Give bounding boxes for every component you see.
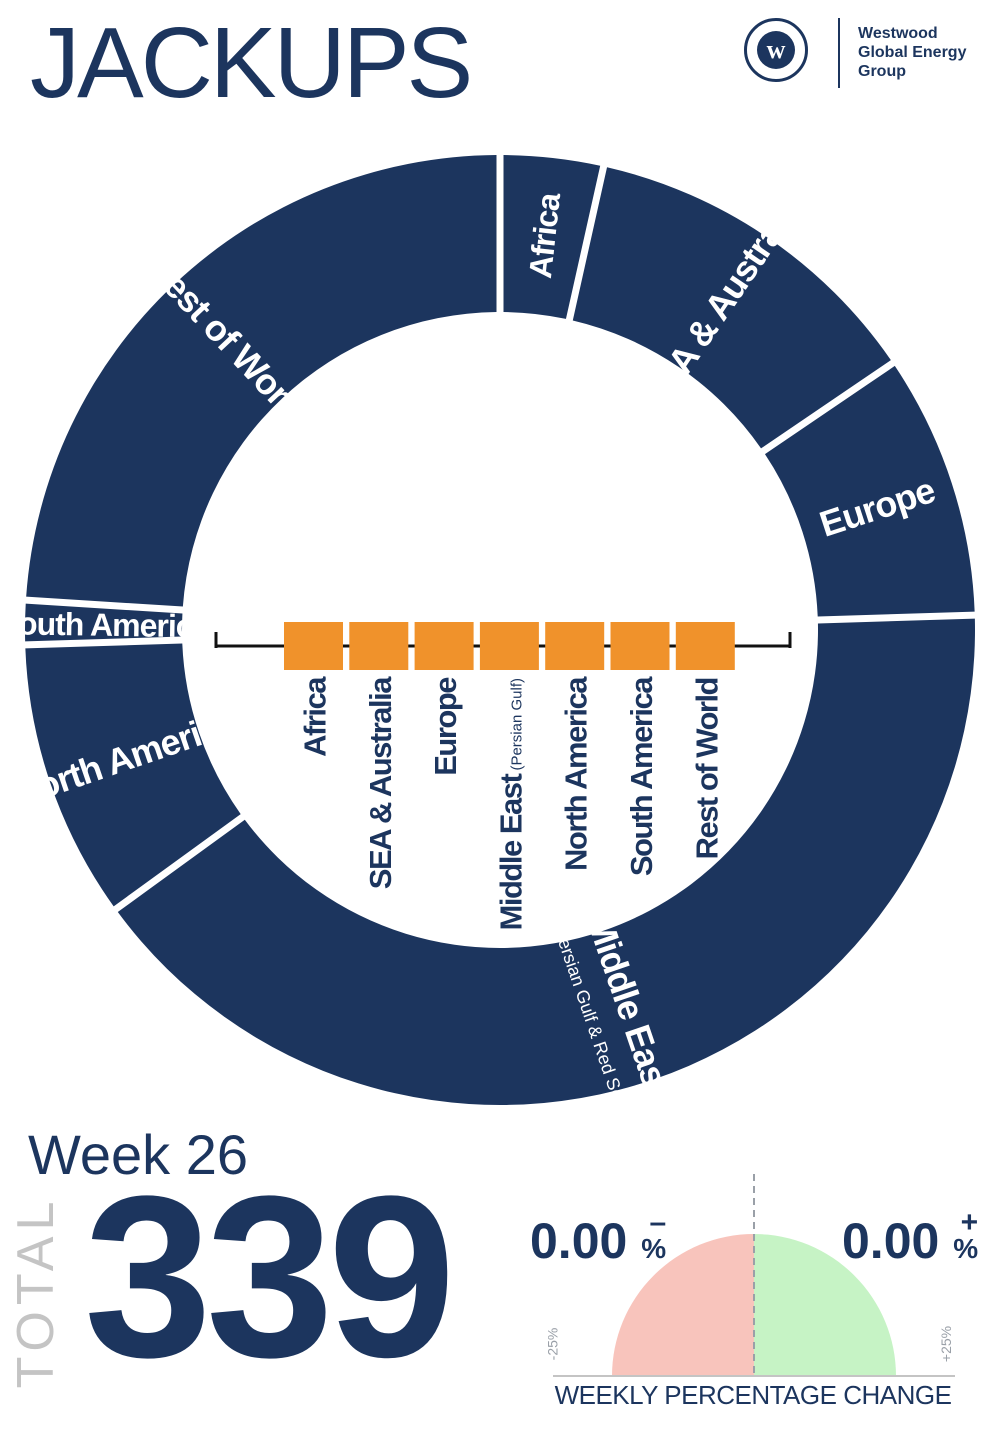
negative-change-readout: 0.00 – % (530, 1206, 666, 1270)
brand-divider (838, 18, 840, 88)
negative-change-value: 0.00 (530, 1213, 628, 1269)
legend-swatch (479, 622, 539, 670)
total-value: 339 (84, 1148, 456, 1405)
legend-item-label: Rest of World (689, 678, 724, 859)
logo-letter: w (757, 31, 795, 69)
legend-swatch (545, 622, 605, 670)
gauge-caption: WEEKLY PERCENTAGE CHANGE (554, 1380, 952, 1410)
legend-item-label: Europe (428, 677, 463, 776)
svg-text:SEA & Australia: SEA & Australia (363, 676, 398, 889)
svg-text:Europe: Europe (428, 677, 463, 776)
slice-south-america (25, 603, 183, 642)
svg-text:South America: South America (624, 676, 659, 876)
slice-rest-of-world (26, 155, 497, 607)
svg-text:Rest of World: Rest of World (689, 678, 724, 859)
legend-swatch (610, 622, 670, 670)
brand-name: Westwood Global Energy Group (858, 25, 967, 80)
positive-change-readout: 0.00 + % (842, 1206, 979, 1270)
legend-item-label: Africa (298, 676, 333, 757)
svg-text:South America: South America (0, 605, 211, 644)
plus-sign: + (960, 1206, 979, 1239)
legend-item-label: South America (624, 676, 659, 876)
legend-item-label: North America (559, 676, 594, 871)
total-label: TOTAL (7, 1195, 65, 1389)
positive-change-value: 0.00 (842, 1213, 940, 1269)
legend-swatch (284, 622, 343, 670)
gauge-min-label: -25% (544, 1327, 561, 1361)
legend-swatch (675, 622, 735, 670)
slice-middle-east (117, 618, 976, 1105)
brand-logo-block: w Westwood Global Energy Group (744, 18, 984, 90)
slice-africa (503, 155, 601, 319)
svg-text:Middle East (Persian Gulf): Middle East (Persian Gulf) (493, 678, 528, 930)
page-title: JACKUPS (30, 7, 473, 119)
legend-swatch (414, 622, 474, 670)
minus-sign: – (649, 1206, 667, 1239)
legend-item-label: Middle East (Persian Gulf) (493, 678, 528, 930)
week-label: Week 26 (28, 1123, 248, 1186)
westwood-logo-icon: w (744, 18, 808, 82)
slice-label-south-america: South America (0, 605, 211, 644)
slice-europe (764, 365, 975, 617)
svg-text:Africa: Africa (298, 676, 333, 757)
svg-text:North America: North America (559, 676, 594, 871)
slice-north-america (25, 643, 241, 907)
gauge-max-label: +25% (938, 1325, 955, 1363)
legend-item-label: SEA & Australia (363, 676, 398, 889)
percent-unit: % (953, 1233, 979, 1264)
slice-sea-australia (572, 167, 891, 449)
legend-swatch (349, 622, 409, 670)
